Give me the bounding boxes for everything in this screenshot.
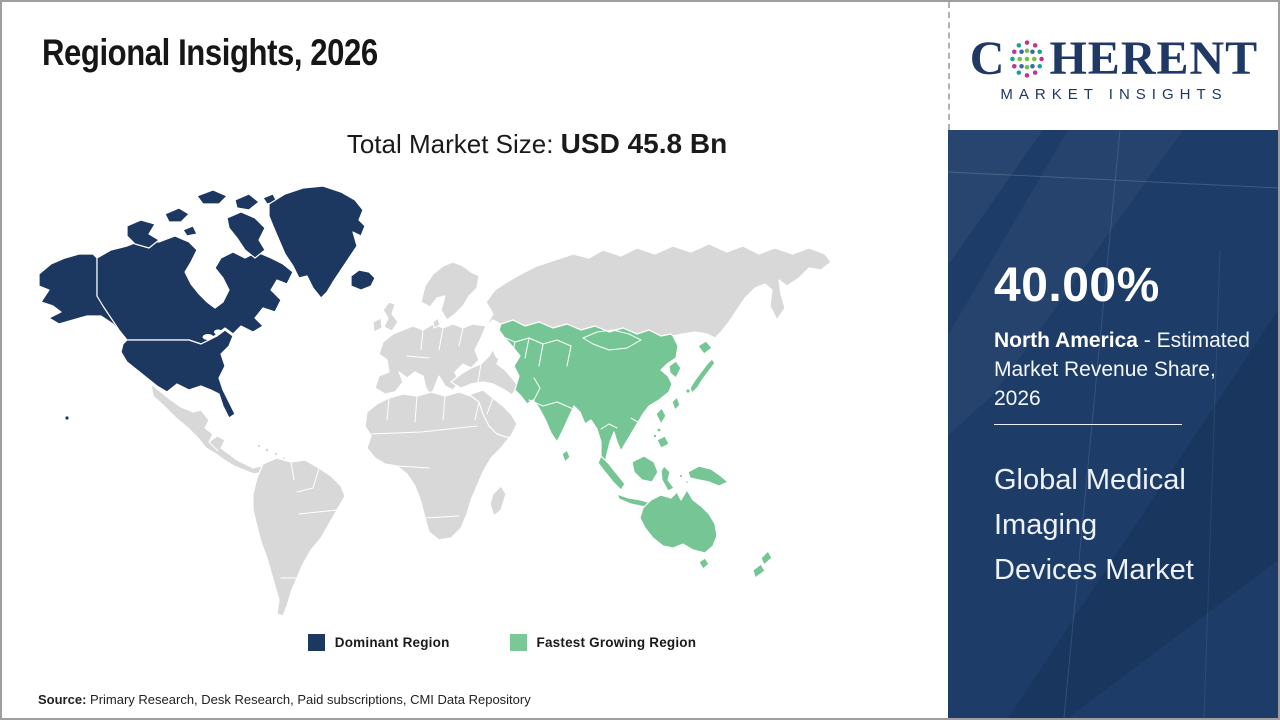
map-alaska — [38, 253, 132, 339]
map-middle-east — [450, 345, 519, 396]
map-mindanao — [656, 435, 670, 449]
stat-line1-rest: - Estimated — [1137, 329, 1250, 352]
map-sulawesi — [660, 465, 675, 492]
logo-subtitle: MARKET INSIGHTS — [1000, 86, 1228, 103]
map-greenland — [268, 185, 366, 299]
map-baffin — [226, 211, 266, 259]
sidebar-divider — [994, 424, 1182, 425]
map-korea — [668, 360, 682, 379]
globe-dots-icon — [1010, 40, 1045, 78]
map-japan — [689, 358, 716, 394]
brand-logo: C HERENT — [948, 2, 1278, 130]
map-borneo — [631, 455, 659, 483]
market-size-value: USD 45.8 Bn — [560, 128, 728, 159]
logo-letters-herent: HERENT — [1049, 32, 1259, 85]
map-great-lakes — [202, 334, 214, 340]
logo-letter-c: C — [969, 32, 1006, 85]
map-madagascar — [489, 485, 507, 517]
map-legend: Dominant Region Fastest Growing Region — [2, 634, 950, 651]
world-map — [30, 174, 842, 634]
map-region-rest-of-world — [150, 243, 832, 617]
stat-line3: 2026 — [994, 387, 1041, 410]
market-name: Global Medical Imaging Devices Market — [994, 458, 1254, 593]
map-tasmania — [698, 557, 710, 570]
market-name-line3: Devices Market — [994, 554, 1194, 586]
map-country-borders-gray — [208, 327, 494, 579]
map-usa — [120, 329, 236, 419]
map-country-borders-green — [500, 329, 642, 430]
market-name-line2: Imaging — [994, 509, 1098, 541]
map-region-asia-pacific — [498, 319, 773, 579]
revenue-share-value: 40.00% — [994, 259, 1160, 312]
map-region-north-america — [38, 185, 376, 420]
total-market-size: Total Market Size: USD 45.8 Bn — [132, 128, 942, 160]
dominant-region-swatch — [307, 634, 325, 651]
map-ireland — [372, 317, 383, 333]
map-new-guinea — [687, 465, 729, 487]
map-mexico-central-america — [150, 383, 265, 475]
sidebar-panel: 40.00% North America - Estimated Market … — [948, 130, 1278, 718]
map-luzon — [655, 407, 667, 425]
map-sri-lanka — [561, 449, 571, 463]
main-content: Regional Insights, 2026 Total Market Siz… — [2, 2, 950, 718]
map-hokkaido — [697, 340, 713, 355]
map-caspian-sea — [492, 336, 504, 360]
map-asia-mainland — [498, 319, 679, 465]
stat-region-name: North America — [994, 329, 1138, 352]
map-scandinavia — [420, 261, 480, 321]
map-lakes — [202, 329, 504, 360]
map-taiwan — [671, 396, 681, 411]
map-uk — [382, 301, 399, 332]
map-australia — [639, 489, 718, 554]
sidebar: C HERENT — [948, 2, 1278, 718]
map-denmark — [432, 317, 441, 329]
revenue-share-description: North America - Estimated Market Revenue… — [994, 326, 1270, 413]
map-new-zealand-north — [760, 550, 773, 566]
map-africa — [364, 391, 510, 541]
source-line: Source: Primary Research, Desk Research,… — [38, 692, 531, 707]
market-name-line1: Global Medical — [994, 464, 1186, 496]
dominant-region-label: Dominant Region — [334, 635, 450, 650]
logo-wordmark: C HERENT — [970, 35, 1258, 83]
map-new-zealand-south — [752, 563, 766, 579]
page-title: Regional Insights, 2026 — [42, 32, 378, 73]
source-text: Primary Research, Desk Research, Paid su… — [86, 692, 531, 707]
legend-item-fastest: Fastest Growing Region — [509, 634, 697, 651]
fastest-growing-swatch — [509, 634, 527, 651]
source-label: Source: — [38, 692, 87, 707]
stat-line2: Market Revenue Share, — [994, 358, 1216, 381]
map-iceland — [350, 269, 376, 291]
fastest-growing-label: Fastest Growing Region — [536, 635, 697, 650]
map-south-america — [252, 457, 346, 617]
legend-item-dominant: Dominant Region — [307, 634, 450, 651]
map-sumatra — [597, 455, 626, 491]
panel-texture — [948, 130, 1278, 718]
map-hawaii — [65, 416, 69, 420]
market-size-label: Total Market Size: — [346, 129, 561, 159]
map-canada — [96, 235, 294, 345]
